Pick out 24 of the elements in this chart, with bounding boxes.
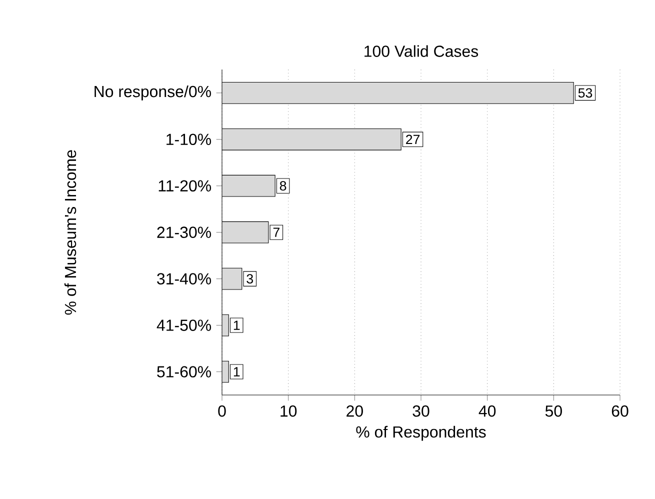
data-label: 3	[246, 274, 254, 284]
x-tick-label: 10	[280, 405, 297, 417]
x-tick-label: 20	[346, 405, 363, 417]
y-tick-label: 11-20%	[158, 180, 212, 192]
chart-title: 100 Valid Cases	[364, 45, 478, 57]
data-label: 53	[578, 88, 592, 98]
data-label: 8	[280, 181, 286, 191]
x-axis-title: % of Respondents	[356, 426, 486, 441]
x-tick-label: 0	[218, 405, 226, 417]
y-tick-label: 51-60%	[157, 366, 212, 378]
y-tick-label: 21-30%	[157, 226, 212, 238]
x-tick-label: 40	[478, 405, 496, 417]
x-tick-label: 30	[412, 405, 430, 417]
y-tick-label: 1-10%	[166, 134, 212, 146]
y-axis-title: % of Museum's Income	[64, 150, 76, 315]
data-label: 7	[273, 228, 280, 237]
data-label: 1	[234, 367, 240, 376]
x-tick-label: 60	[612, 405, 628, 417]
y-tick-label: 41-50%	[156, 320, 212, 331]
x-tick-label: 50	[545, 405, 562, 417]
y-tick-label: No response/0%	[94, 85, 211, 100]
data-label: 1	[234, 320, 240, 330]
y-tick-label: 31-40%	[157, 273, 212, 284]
data-label: 27	[406, 134, 420, 144]
